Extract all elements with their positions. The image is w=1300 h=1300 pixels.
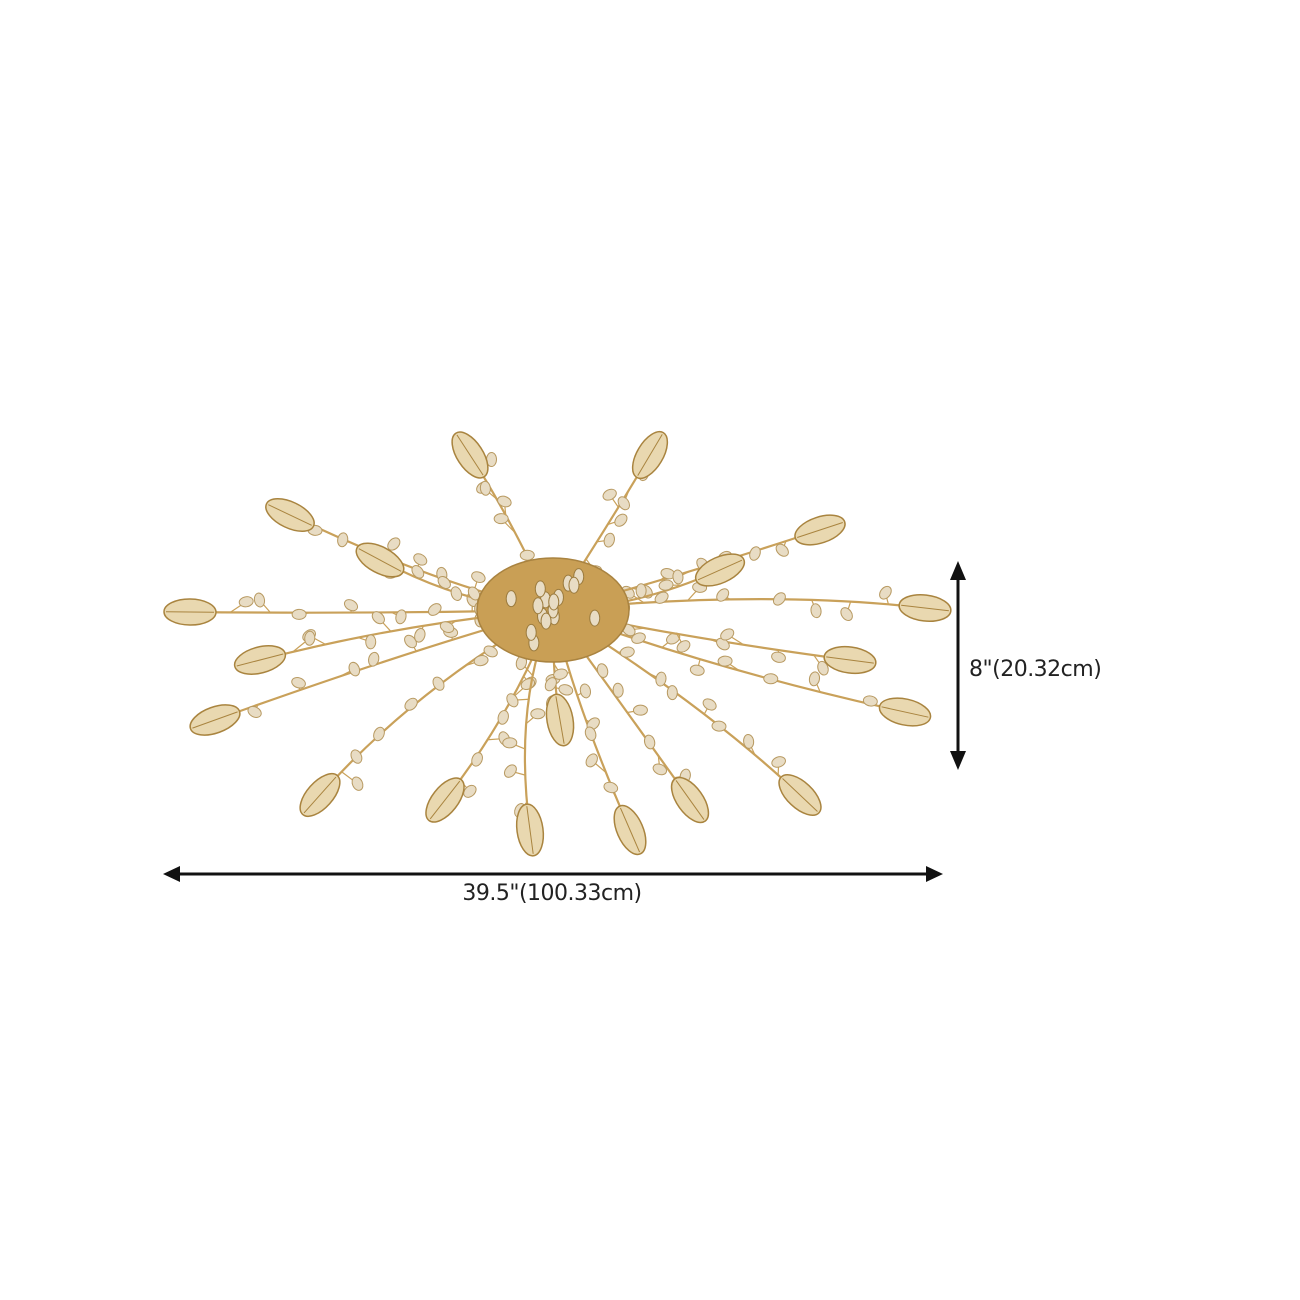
- crystal: [672, 569, 684, 585]
- crystal: [584, 726, 597, 742]
- crystal: [619, 646, 635, 658]
- crystal: [617, 496, 630, 511]
- crystal: [643, 734, 656, 750]
- crystal: [413, 553, 428, 566]
- crystal: [525, 623, 537, 641]
- crystal: [716, 588, 730, 602]
- crystal: [808, 671, 821, 687]
- crystal: [463, 784, 477, 798]
- chandelier-illustration: [163, 430, 952, 857]
- crystal: [596, 663, 609, 678]
- crystal: [775, 543, 789, 557]
- crystal: [603, 532, 615, 548]
- crystal: [432, 676, 445, 691]
- crystal: [711, 720, 727, 732]
- crystal: [749, 546, 761, 561]
- crystal: [343, 599, 359, 612]
- crystal: [497, 495, 512, 508]
- crystal: [473, 655, 489, 667]
- crystal: [395, 609, 407, 625]
- crystal: [534, 580, 546, 598]
- crystal: [720, 628, 735, 641]
- crystal: [676, 640, 691, 653]
- crystal: [532, 597, 544, 615]
- crystal: [387, 537, 401, 551]
- crystal: [558, 684, 574, 696]
- crystal: [371, 611, 385, 625]
- crystal: [631, 632, 646, 644]
- crystal: [479, 480, 491, 496]
- height-arrow: [950, 561, 966, 770]
- crystal: [503, 764, 517, 778]
- crystal: [689, 664, 705, 676]
- crystal: [585, 753, 598, 768]
- crystal: [304, 630, 316, 646]
- crystal: [771, 756, 786, 768]
- crystal: [614, 513, 628, 527]
- crystal: [483, 645, 498, 658]
- crystal: [506, 693, 519, 708]
- crystal: [348, 661, 361, 677]
- crystal: [652, 763, 668, 776]
- crystal: [635, 583, 647, 599]
- crystal: [763, 673, 779, 685]
- crystal: [471, 752, 483, 767]
- crystal: [589, 609, 601, 627]
- crystal: [497, 710, 509, 725]
- crystal: [291, 608, 307, 620]
- crystal: [411, 565, 425, 579]
- crystal: [840, 607, 853, 621]
- crystal: [505, 590, 517, 608]
- crystal: [810, 603, 822, 619]
- crystal: [879, 585, 892, 600]
- crystal: [530, 708, 546, 720]
- crystal: [658, 579, 674, 591]
- crystal: [553, 668, 568, 680]
- crystal: [502, 737, 518, 749]
- crystal: [238, 596, 254, 608]
- crystal: [414, 627, 426, 643]
- width-arrow: [163, 866, 943, 882]
- crystal: [772, 592, 786, 606]
- crystal: [771, 651, 786, 663]
- crystal: [253, 592, 266, 608]
- crystal: [666, 685, 678, 701]
- crystal: [612, 682, 624, 698]
- crystal: [540, 612, 552, 630]
- crystal: [493, 513, 509, 525]
- crystal: [427, 603, 442, 616]
- crystal: [439, 621, 455, 633]
- crystal: [579, 683, 592, 699]
- crystal: [471, 571, 486, 583]
- crystal: [544, 677, 557, 692]
- crystal: [368, 651, 380, 667]
- crystal: [654, 591, 669, 604]
- crystal: [351, 776, 364, 791]
- crystal: [365, 634, 377, 650]
- crystal: [450, 586, 463, 601]
- crystal: [519, 549, 535, 561]
- crystal: [548, 593, 560, 611]
- crystal: [337, 532, 349, 548]
- crystal: [702, 698, 717, 711]
- crystal: [404, 697, 418, 711]
- width-dimension-label: 39.5"(100.33cm): [462, 881, 642, 906]
- crystal: [247, 705, 262, 718]
- crystal: [632, 704, 648, 716]
- crystal: [602, 488, 617, 501]
- crystal: [862, 695, 878, 707]
- crystal: [350, 749, 363, 764]
- crystal: [568, 576, 580, 594]
- crystal: [291, 677, 306, 689]
- crystal: [743, 733, 755, 749]
- height-dimension-label: 8"(20.32cm): [969, 657, 1102, 682]
- crystal: [437, 575, 451, 590]
- crystal: [373, 726, 385, 742]
- crystal: [817, 660, 829, 676]
- crystal: [717, 655, 733, 667]
- crystal: [655, 671, 667, 687]
- crystal: [603, 781, 619, 794]
